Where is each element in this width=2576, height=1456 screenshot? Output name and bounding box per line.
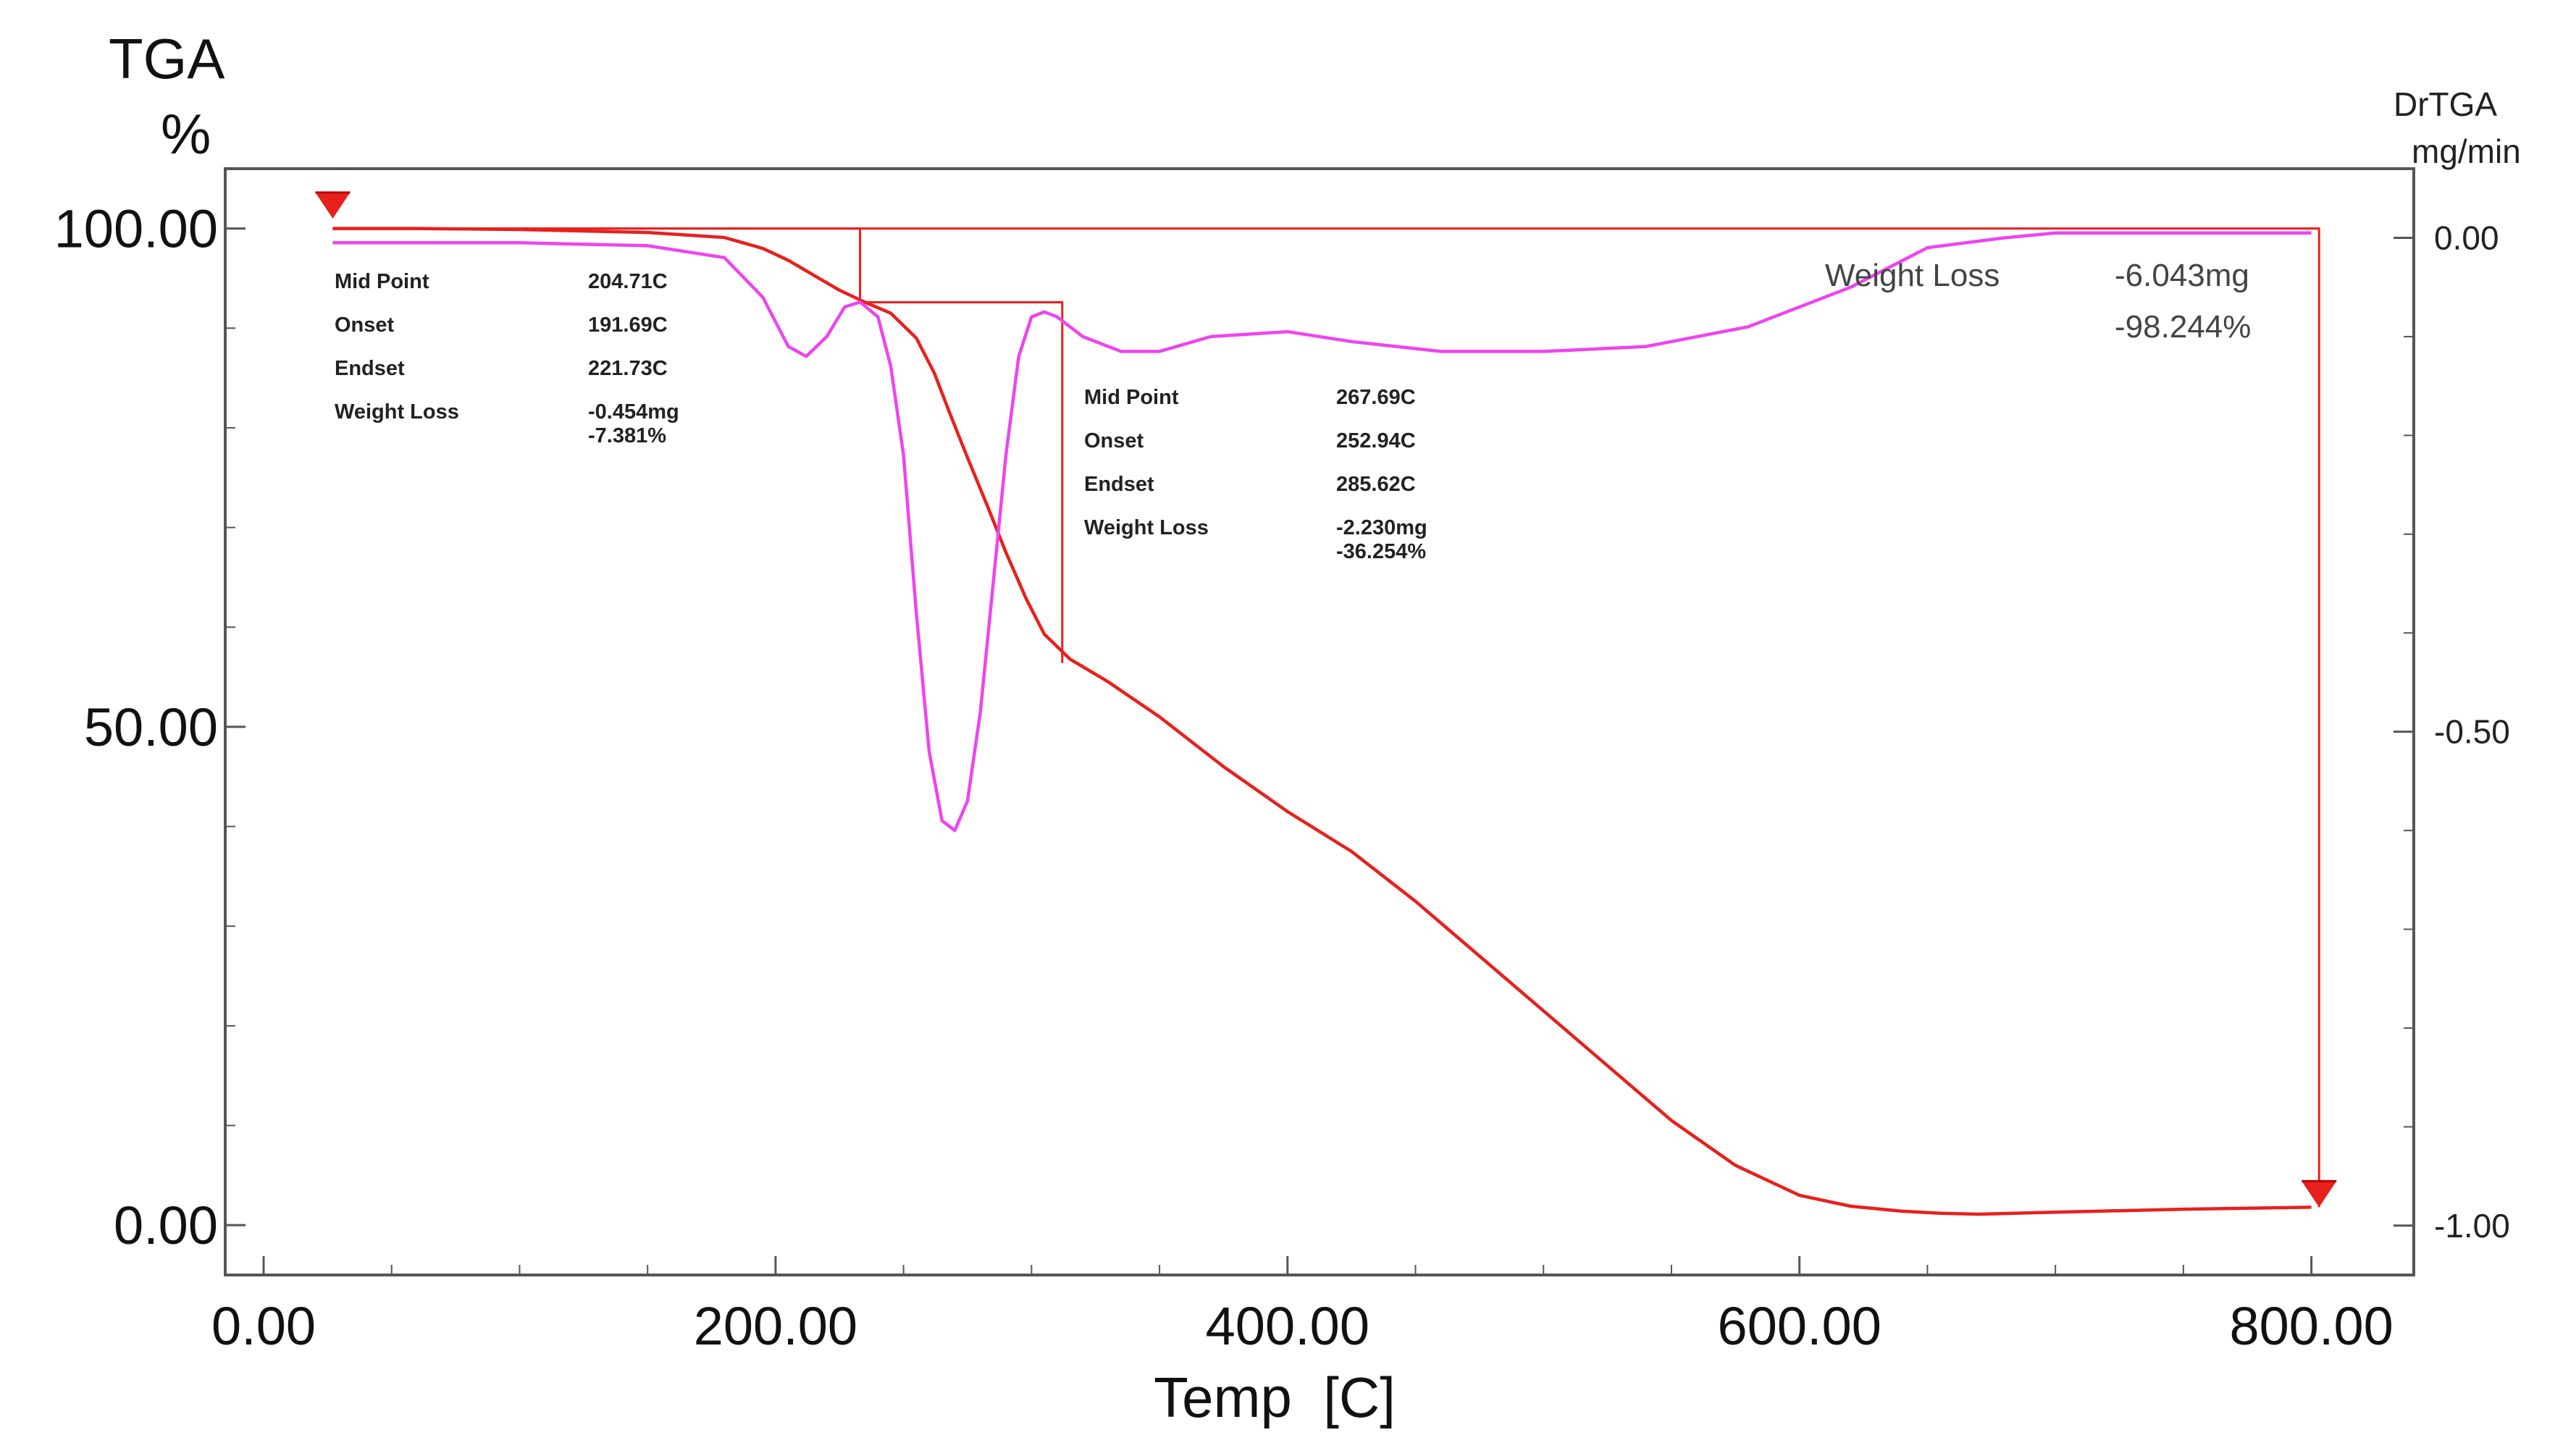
- annotation-value: -2.230mg: [1336, 516, 1427, 539]
- y-left-tick-label: 0.00: [114, 1195, 218, 1255]
- x-tick-label: 200.00: [694, 1296, 857, 1356]
- annotation-label: Weight Loss: [1825, 258, 2000, 293]
- annotation-label: Onset: [335, 313, 395, 337]
- y-right-tick-label: 0.00: [2434, 219, 2499, 257]
- annotation-value: 252.94C: [1336, 429, 1416, 453]
- y-right-tick-label: -1.00: [2434, 1207, 2510, 1245]
- annotation-label: Onset: [1084, 429, 1144, 453]
- y-right-tick-label: -0.50: [2434, 713, 2510, 751]
- x-tick-label: 800.00: [2229, 1296, 2393, 1356]
- x-tick-label: 400.00: [1206, 1296, 1369, 1356]
- step-box-3: [332, 227, 2320, 1208]
- annotation-value: -98.244%: [2115, 309, 2251, 345]
- annotation-value: -0.454mg: [588, 400, 679, 424]
- y-left-tick-label: 100.00: [54, 199, 218, 259]
- annotation-value: 267.69C: [1336, 386, 1416, 409]
- annotation-value: 221.73C: [588, 357, 668, 380]
- y-right-title: DrTGA: [2394, 85, 2497, 123]
- tga-curve: [332, 227, 2312, 1216]
- x-tick-label: 0.00: [211, 1296, 316, 1356]
- y-left-tick-label: 50.00: [84, 697, 218, 757]
- annotation-value: -6.043mg: [2115, 258, 2249, 293]
- annotation-value: 191.69C: [588, 313, 668, 337]
- analysis-marker-2: [2302, 1181, 2337, 1208]
- annotation-value: 285.62C: [1336, 473, 1416, 496]
- annotation-label: Weight Loss: [335, 400, 459, 424]
- annotation-value: -7.381%: [588, 424, 666, 447]
- annotation-label: Weight Loss: [1084, 516, 1209, 539]
- step-box-2: [860, 300, 1064, 663]
- annotation-value: 204.71C: [588, 270, 668, 293]
- annotation-label: Mid Point: [1084, 386, 1179, 409]
- axis-ticks: 0.00 200.00 400.00 600.00 800.00 100.00 50.00 0…: [54, 199, 2510, 1356]
- annotation-value: -36.254%: [1336, 540, 1426, 563]
- markers-group: [315, 191, 2337, 1208]
- annotation-label: Endset: [335, 357, 405, 380]
- series-group: [332, 227, 2312, 1216]
- y-right-unit: mg/min: [2412, 132, 2521, 170]
- plot-frame: [224, 167, 2415, 1276]
- x-tick-label: 600.00: [1718, 1296, 1881, 1356]
- annotations-group: Mid Point 204.71C Onset 191.69C Endset 221.73…: [335, 258, 2251, 563]
- y-left-title: TGA: [109, 27, 225, 91]
- annotation-label: Endset: [1084, 473, 1154, 496]
- x-axis-title: Temp [C]: [1154, 1365, 1396, 1429]
- y-left-unit: %: [161, 102, 211, 166]
- drtga-curve: [332, 231, 2312, 833]
- annotation-label: Mid Point: [335, 270, 429, 293]
- analysis-marker-1: [315, 192, 351, 219]
